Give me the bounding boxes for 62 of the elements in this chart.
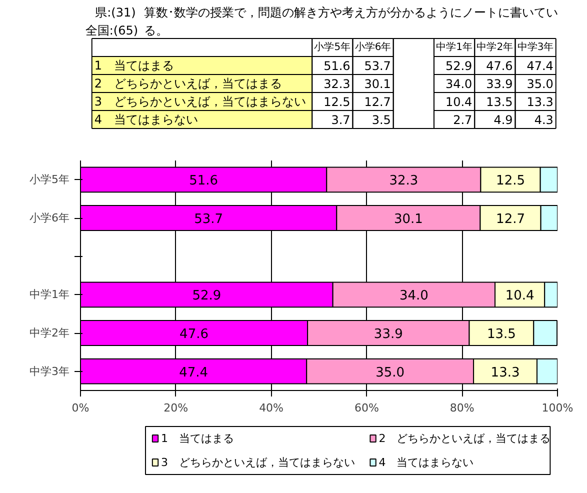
data-label: 52.9	[192, 288, 222, 304]
data-label: 12.5	[324, 95, 350, 109]
data-label: 32.3	[324, 77, 350, 91]
data-label: 35.0	[526, 77, 554, 91]
y-tick-label: 小学5年	[30, 173, 70, 186]
data-label: 47.4	[526, 59, 554, 73]
data-label: 51.6	[189, 174, 218, 189]
category-label: 中学2年	[476, 41, 514, 53]
y-tick-label: 小学6年	[30, 212, 70, 224]
data-label: 13.5	[486, 327, 516, 342]
text: 全国:(65)	[85, 24, 138, 38]
text: 算数･数学の授業で，問題の解き方や考え方が分かるようにノートに書いている。	[144, 6, 558, 38]
data-label: 47.6	[180, 327, 209, 342]
legend-label: 2 どちらかといえば，当てはまる	[378, 432, 551, 445]
x-tick-label: 60%	[354, 402, 379, 414]
data-label: 30.1	[364, 77, 391, 91]
data-label: 53.7	[194, 212, 224, 227]
data-label: 10.4	[445, 95, 472, 109]
y-tick-label: 中学2年	[30, 326, 70, 340]
category-label: 小学6年	[354, 41, 392, 53]
data-label: 47.4	[179, 365, 208, 380]
data-label: 12.7	[496, 212, 525, 227]
data-label: 3.5	[372, 113, 391, 127]
category-label: 中学3年	[517, 41, 554, 53]
data-label: 4.9	[494, 113, 513, 127]
data-label: 53.7	[364, 59, 391, 73]
y-tick-label: 中学3年	[30, 364, 70, 378]
x-tick-label: 40%	[259, 402, 284, 414]
x-tick-label: 100%	[542, 402, 574, 414]
data-label: 13.3	[490, 365, 520, 380]
legend-label: 3 どちらかといえば，当てはまらない	[160, 456, 355, 469]
category-label: 中学1年	[436, 41, 472, 53]
data-label: 34.0	[445, 77, 472, 91]
x-tick-label: 0%	[72, 402, 90, 414]
data-label: 2.7	[453, 113, 472, 127]
data-label: 52.9	[445, 59, 472, 73]
data-label: 4.3	[534, 113, 554, 127]
text: 1 当てはまる	[94, 58, 174, 72]
data-label: 13.5	[486, 95, 513, 109]
y-tick-label: 中学1年	[30, 288, 70, 302]
text: 3 どちらかといえば，当てはまらない	[94, 94, 306, 108]
legend-label: 1 当てはまる	[160, 432, 234, 445]
x-tick-label: 80%	[450, 402, 474, 414]
data-label: 12.5	[496, 174, 525, 189]
text: 2 どちらかといえば，当てはまる	[94, 76, 282, 90]
text: 県:(31)	[95, 6, 136, 20]
data-label: 30.1	[394, 212, 423, 227]
data-label: 33.9	[374, 327, 403, 342]
legend-label: 4 当てはまらない	[378, 456, 474, 469]
data-label: 34.0	[399, 288, 428, 304]
data-label: 32.3	[389, 174, 418, 189]
data-label: 13.3	[526, 95, 554, 109]
data-label: 35.0	[376, 365, 405, 380]
data-label: 33.9	[486, 77, 513, 91]
data-label: 3.7	[331, 113, 350, 127]
x-tick-label: 20%	[164, 402, 188, 414]
category-label: 小学5年	[314, 41, 351, 53]
data-label: 12.7	[364, 95, 391, 109]
text: 4 当てはまらない	[94, 112, 198, 126]
data-label: 47.6	[486, 59, 513, 73]
data-label: 51.6	[324, 59, 350, 73]
data-label: 10.4	[505, 288, 534, 304]
